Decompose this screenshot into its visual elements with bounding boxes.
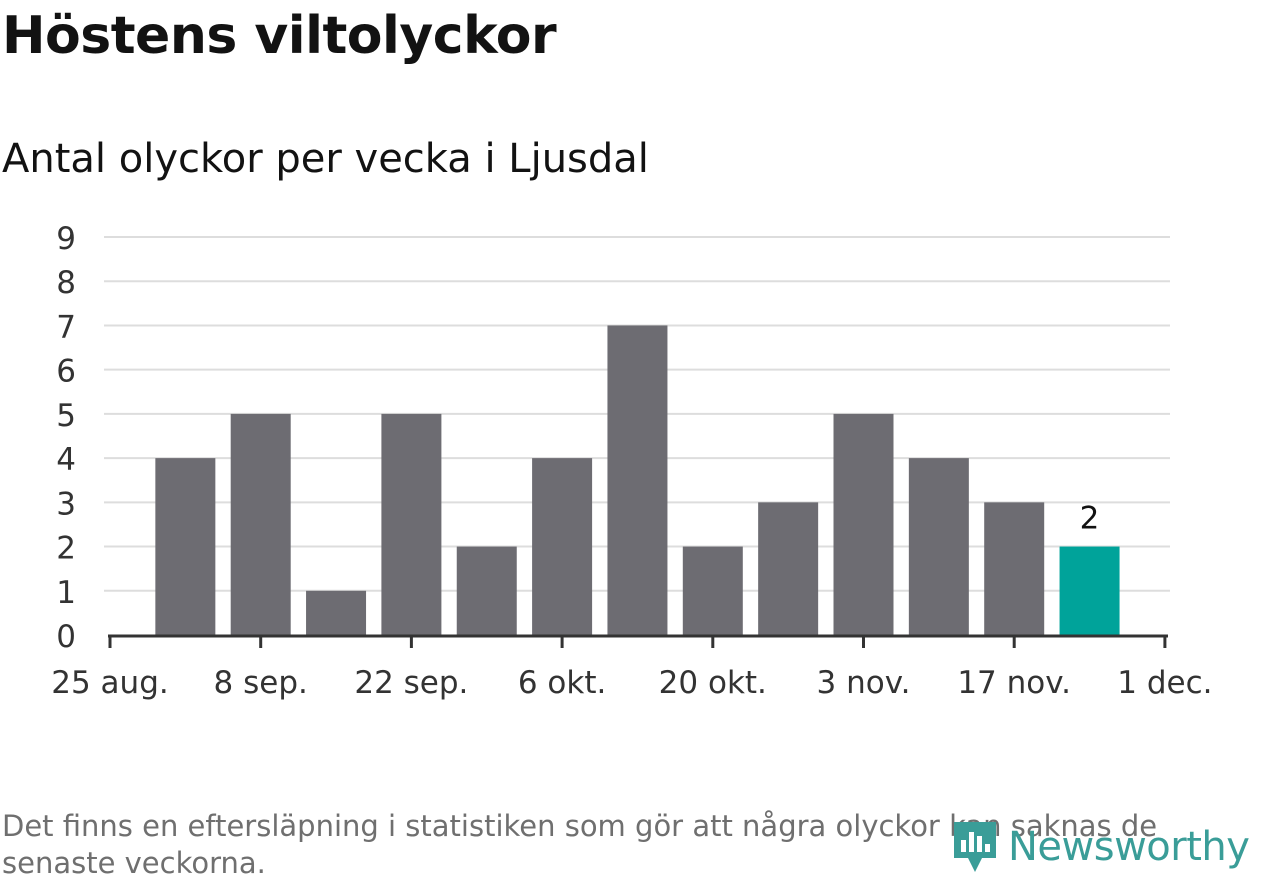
bar — [833, 413, 894, 635]
newsworthy-logo[interactable]: Newsworthy — [950, 818, 1250, 876]
x-tick-label: 1 dec. — [1117, 665, 1212, 701]
y-tick-label: 2 — [56, 531, 76, 567]
bar — [607, 325, 668, 635]
bar — [456, 546, 517, 635]
x-tick-label: 22 sep. — [354, 665, 468, 701]
x-tick-label: 3 nov. — [817, 665, 911, 701]
y-axis-ticks: 0 1 2 3 4 5 6 7 8 9 — [56, 221, 76, 655]
x-tick-label: 8 sep. — [214, 665, 308, 701]
chart-subtitle: Antal olyckor per vecka i Ljusdal — [2, 136, 649, 182]
x-axis-ticks: 25 aug. 8 sep. 22 sep. 6 okt. 20 okt. 3 nov. 1… — [51, 635, 1213, 701]
data-labels: 2 — [1080, 501, 1100, 537]
bar — [908, 458, 969, 635]
x-tick-label: 6 okt. — [518, 665, 607, 701]
bar — [230, 413, 291, 635]
y-tick-label: 7 — [56, 309, 76, 345]
bar — [155, 458, 216, 635]
bars — [155, 325, 1120, 635]
bar — [758, 502, 819, 635]
y-tick-label: 3 — [56, 486, 76, 522]
y-tick-label: 1 — [56, 575, 76, 611]
chart-title: Höstens viltolyckor — [2, 6, 557, 66]
newsworthy-logo-text: Newsworthy — [1008, 824, 1250, 870]
bar — [532, 458, 593, 635]
bar-data-label: 2 — [1080, 501, 1100, 537]
y-tick-label: 0 — [56, 619, 76, 655]
x-tick-label: 20 okt. — [659, 665, 767, 701]
bar — [682, 546, 743, 635]
y-tick-label: 9 — [56, 221, 76, 257]
newsworthy-logo-icon — [950, 818, 1000, 876]
x-tick-label: 25 aug. — [51, 665, 168, 701]
y-tick-label: 5 — [56, 398, 76, 434]
y-tick-label: 4 — [56, 442, 76, 478]
bar — [381, 413, 442, 635]
bar — [984, 502, 1045, 635]
x-tick-label: 17 nov. — [957, 665, 1071, 701]
y-tick-label: 8 — [56, 265, 76, 301]
bar — [1059, 546, 1120, 635]
y-tick-label: 6 — [56, 354, 76, 390]
bar — [306, 590, 367, 635]
